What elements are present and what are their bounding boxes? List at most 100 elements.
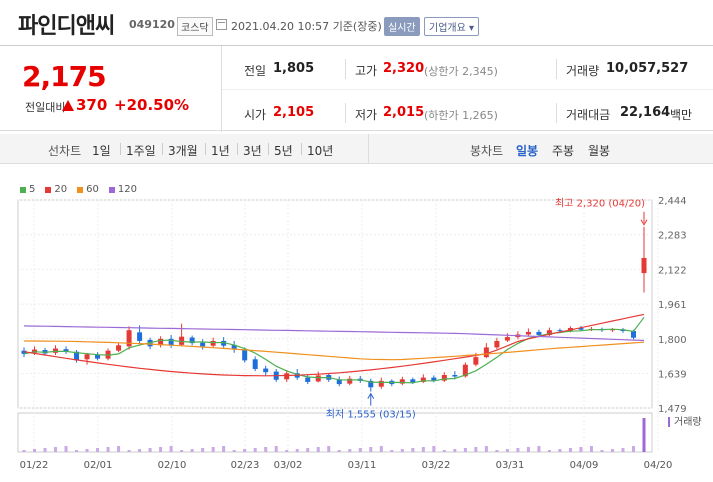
volume-bar: [379, 446, 383, 452]
company-overview-dropdown[interactable]: 기업개요 ▾: [424, 17, 479, 36]
candle-body: [462, 364, 468, 377]
chart-legend: 5 20 60 120: [20, 184, 137, 195]
volume-bar: [274, 446, 278, 452]
candle-body: [504, 337, 510, 341]
period-4-button[interactable]: 3년: [243, 144, 262, 158]
candle-period-0-button[interactable]: 일봉: [516, 144, 539, 158]
candle-body: [53, 348, 59, 353]
period-5-button[interactable]: 5년: [274, 144, 293, 158]
x-tick-label: 03/22: [422, 460, 451, 471]
candle-body: [368, 380, 374, 388]
lower-limit: (하한가 1,265): [424, 109, 498, 122]
candle-body: [231, 344, 237, 350]
candle-body: [441, 375, 447, 381]
volume-bar: [243, 449, 247, 452]
volume-bar: [547, 450, 551, 452]
realtime-button[interactable]: 실시간: [384, 17, 420, 36]
volume-bar: [390, 450, 394, 452]
period-2-button[interactable]: 3개월: [168, 144, 198, 158]
volume-bar: [505, 449, 509, 452]
volume-bar: [568, 448, 572, 452]
volume-bar: [516, 448, 520, 452]
candle-chart-label: 봉차트: [470, 144, 504, 158]
volume-bar: [316, 447, 320, 452]
candle-body: [557, 330, 563, 332]
amount-unit: 백만: [670, 108, 693, 122]
candle-period-2-button[interactable]: 월봉: [588, 144, 611, 158]
volume-bar: [411, 448, 415, 452]
legend-ma120: 120: [108, 184, 137, 195]
volume-bar: [631, 446, 635, 452]
volume-bar: [211, 447, 215, 452]
candle-body: [347, 378, 353, 384]
legend-ma5: 5: [20, 184, 35, 195]
ma5-line: [23, 316, 645, 384]
volume-bar: [484, 446, 488, 452]
stock-code: 049120: [129, 18, 175, 31]
volume-bar: [222, 446, 226, 452]
x-tick-label: 02/01: [84, 460, 113, 471]
volume-bar: [421, 447, 425, 452]
volume-bar: [106, 447, 110, 452]
candle-body: [536, 331, 542, 335]
change-value: 370: [76, 96, 108, 114]
market-badge: 코스닥: [177, 17, 213, 36]
candle-period-1-button[interactable]: 주봉: [552, 144, 575, 158]
current-price-panel: 2,175 전일대비 370 +20.50%: [0, 46, 222, 132]
period-1-button[interactable]: 1주일: [126, 144, 156, 158]
candle-body: [74, 351, 80, 361]
current-price: 2,175: [22, 60, 107, 93]
volume-bar: [117, 446, 121, 452]
candle-body: [315, 375, 321, 382]
volume-bar: [75, 450, 79, 452]
candle-body: [200, 342, 206, 347]
volume-bar: [33, 449, 37, 452]
volume-bar: [579, 447, 583, 452]
candle-body: [630, 331, 636, 338]
candle-body: [578, 328, 584, 330]
volume-bar: [54, 447, 58, 452]
candle-body: [116, 345, 122, 351]
quote-summary: 2,175 전일대비 370 +20.50% 전일 1,805 고가 2,320…: [0, 45, 713, 132]
period-0-button[interactable]: 1일: [92, 144, 111, 158]
period-3-button[interactable]: 1년: [211, 144, 230, 158]
volume-bar: [22, 450, 26, 452]
chart-canvas: 2,444 2,283 2,122 1,961 1,800 1,639 1,479 01/22…: [17, 196, 702, 471]
candle-body: [410, 379, 416, 383]
volume-bar: [264, 447, 268, 452]
volume-bar: [180, 450, 184, 452]
change-label: 전일대비: [25, 101, 66, 114]
chart-period-bar: 선차트 1일 1주일 3개월 1년 3년 5년 10년 봉차트 일봉 주봉 월봉: [0, 134, 713, 164]
volume-bar: [169, 446, 173, 452]
candle-body: [483, 347, 489, 358]
volume-legend-swatch: [668, 417, 670, 427]
candle-body: [63, 349, 69, 352]
volume-bar: [159, 447, 163, 452]
volume-bar: [642, 418, 646, 452]
change-percent: +20.50%: [114, 96, 190, 114]
volume-bar: [400, 449, 404, 452]
candle-body: [473, 357, 479, 365]
y-tick-label: 1,800: [658, 335, 687, 346]
volume-bar: [232, 450, 236, 452]
x-tick-label: 04/20: [644, 460, 673, 471]
y-tick-label: 2,283: [658, 231, 687, 242]
candle-body: [210, 340, 216, 346]
x-tick-label: 03/02: [274, 460, 303, 471]
low-arrow-head: [367, 392, 375, 399]
amount-value: 22,164: [620, 105, 671, 120]
candle-body: [452, 375, 458, 377]
y-tick-label: 2,444: [658, 196, 687, 207]
candle-body: [189, 337, 195, 344]
candle-body: [336, 379, 342, 385]
volume-label: 거래량: [566, 64, 600, 78]
candle-body: [399, 379, 405, 384]
candle-body: [378, 380, 384, 387]
candle-body: [305, 377, 311, 382]
quote-datetime: 2021.04.20 10:57 기준(장중): [231, 20, 382, 33]
volume-bar: [526, 447, 530, 452]
y-tick-label: 1,961: [658, 300, 687, 311]
ma120-line: [23, 325, 645, 342]
volume-bar: [127, 450, 131, 452]
period-6-button[interactable]: 10년: [307, 144, 334, 158]
